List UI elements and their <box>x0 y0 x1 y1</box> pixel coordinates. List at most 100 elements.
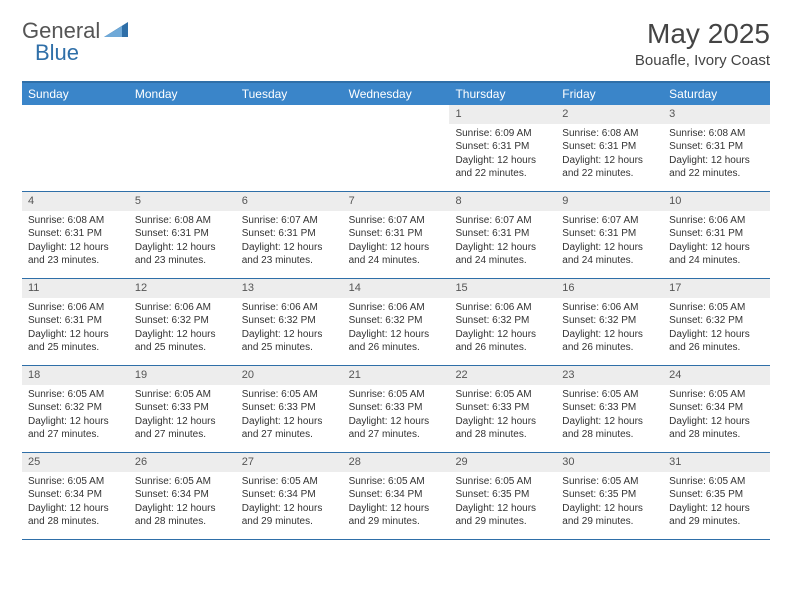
day-detail-line: Sunset: 6:32 PM <box>28 401 123 415</box>
day-details: Sunrise: 6:07 AMSunset: 6:31 PMDaylight:… <box>236 211 343 273</box>
day-number: 2 <box>556 105 663 124</box>
day-number: 3 <box>663 105 770 124</box>
day-details <box>343 109 450 117</box>
day-number: 12 <box>129 279 236 298</box>
calendar-day-cell: 17Sunrise: 6:05 AMSunset: 6:32 PMDayligh… <box>663 279 770 365</box>
day-details: Sunrise: 6:06 AMSunset: 6:32 PMDaylight:… <box>449 298 556 360</box>
day-number: 1 <box>449 105 556 124</box>
day-detail-line: Daylight: 12 hours and 22 minutes. <box>562 154 657 181</box>
day-number: 6 <box>236 192 343 211</box>
calendar-day-cell: 30 Sunrise: 6:05 AMSunset: 6:35 PMDayligh… <box>556 453 663 539</box>
day-detail-line: Daylight: 12 hours and 22 minutes. <box>669 154 764 181</box>
day-detail-line: Daylight: 12 hours and 25 minutes. <box>28 328 123 355</box>
day-detail-line: Daylight: 12 hours and 25 minutes. <box>242 328 337 355</box>
day-detail-line: Daylight: 12 hours and 24 minutes. <box>455 241 550 268</box>
calendar-day-cell <box>236 105 343 191</box>
day-detail-line: Sunset: 6:32 PM <box>562 314 657 328</box>
calendar-day-cell: 25Sunrise: 6:05 AMSunset: 6:34 PMDayligh… <box>22 453 129 539</box>
day-details: Sunrise: 6:08 AMSunset: 6:31 PMDaylight:… <box>663 124 770 186</box>
calendar-week-row: 1Sunrise: 6:09 AMSunset: 6:31 PMDaylight… <box>22 105 770 192</box>
day-number: 11 <box>22 279 129 298</box>
logo-triangle-icon <box>104 18 130 44</box>
day-details: Sunrise: 6:07 AMSunset: 6:31 PMDaylight:… <box>449 211 556 273</box>
day-number: 30 <box>556 453 663 472</box>
day-detail-line: Daylight: 12 hours and 27 minutes. <box>28 415 123 442</box>
day-details: Sunrise: 6:05 AMSunset: 6:33 PMDaylight:… <box>449 385 556 447</box>
day-detail-line: Daylight: 12 hours and 26 minutes. <box>455 328 550 355</box>
day-detail-line: Sunrise: 6:05 AM <box>562 475 657 489</box>
day-detail-line: Daylight: 12 hours and 24 minutes. <box>562 241 657 268</box>
day-detail-line: Sunset: 6:33 PM <box>135 401 230 415</box>
day-number: 25 <box>22 453 129 472</box>
day-detail-line: Sunrise: 6:07 AM <box>242 214 337 228</box>
day-detail-line: Sunset: 6:31 PM <box>242 227 337 241</box>
calendar: SundayMondayTuesdayWednesdayThursdayFrid… <box>22 81 770 540</box>
day-detail-line: Sunset: 6:35 PM <box>562 488 657 502</box>
day-details: Sunrise: 6:05 AMSunset: 6:34 PMDaylight:… <box>236 472 343 534</box>
day-details: Sunrise: 6:05 AMSunset: 6:34 PMDaylight:… <box>663 385 770 447</box>
calendar-day-cell: 22Sunrise: 6:05 AMSunset: 6:33 PMDayligh… <box>449 366 556 452</box>
day-details: Sunrise: 6:05 AMSunset: 6:32 PMDaylight:… <box>663 298 770 360</box>
day-detail-line: Daylight: 12 hours and 27 minutes. <box>349 415 444 442</box>
day-detail-line: Sunset: 6:33 PM <box>562 401 657 415</box>
day-details: Sunrise: 6:08 AMSunset: 6:31 PMDaylight:… <box>556 124 663 186</box>
calendar-day-cell <box>129 105 236 191</box>
day-number: 16 <box>556 279 663 298</box>
logo-text-blue: Blue <box>35 40 79 66</box>
calendar-day-cell: 12Sunrise: 6:06 AMSunset: 6:32 PMDayligh… <box>129 279 236 365</box>
day-details: Sunrise: 6:05 AMSunset: 6:33 PMDaylight:… <box>236 385 343 447</box>
day-number: 27 <box>236 453 343 472</box>
day-detail-line: Sunset: 6:31 PM <box>28 314 123 328</box>
day-detail-line: Sunrise: 6:05 AM <box>242 475 337 489</box>
day-number: 31 <box>663 453 770 472</box>
day-detail-line: Daylight: 12 hours and 29 minutes. <box>562 502 657 529</box>
calendar-day-cell: 29Sunrise: 6:05 AMSunset: 6:35 PMDayligh… <box>449 453 556 539</box>
calendar-day-cell: 11Sunrise: 6:06 AMSunset: 6:31 PMDayligh… <box>22 279 129 365</box>
day-detail-line: Sunrise: 6:05 AM <box>242 388 337 402</box>
day-details: Sunrise: 6:09 AMSunset: 6:31 PMDaylight:… <box>449 124 556 186</box>
day-detail-line: Daylight: 12 hours and 28 minutes. <box>669 415 764 442</box>
calendar-day-cell <box>343 105 450 191</box>
day-detail-line: Daylight: 12 hours and 29 minutes. <box>455 502 550 529</box>
day-number: 15 <box>449 279 556 298</box>
day-details: Sunrise: 6:07 AMSunset: 6:31 PMDaylight:… <box>343 211 450 273</box>
day-detail-line: Sunrise: 6:09 AM <box>455 127 550 141</box>
day-detail-line: Sunset: 6:31 PM <box>455 227 550 241</box>
header: General May 2025 Bouafle, Ivory Coast <box>22 18 770 69</box>
day-detail-line: Sunrise: 6:05 AM <box>669 475 764 489</box>
day-detail-line: Daylight: 12 hours and 28 minutes. <box>28 502 123 529</box>
calendar-day-cell: 20Sunrise: 6:05 AMSunset: 6:33 PMDayligh… <box>236 366 343 452</box>
day-number: 18 <box>22 366 129 385</box>
day-detail-line: Sunrise: 6:05 AM <box>349 475 444 489</box>
calendar-day-cell: 7Sunrise: 6:07 AMSunset: 6:31 PMDaylight… <box>343 192 450 278</box>
day-detail-line: Sunrise: 6:07 AM <box>562 214 657 228</box>
calendar-day-cell: 13Sunrise: 6:06 AMSunset: 6:32 PMDayligh… <box>236 279 343 365</box>
day-detail-line: Sunset: 6:31 PM <box>28 227 123 241</box>
day-detail-line: Sunset: 6:33 PM <box>242 401 337 415</box>
day-detail-line: Daylight: 12 hours and 24 minutes. <box>349 241 444 268</box>
day-detail-line: Sunset: 6:34 PM <box>242 488 337 502</box>
day-detail-line: Daylight: 12 hours and 27 minutes. <box>242 415 337 442</box>
day-detail-line: Sunset: 6:35 PM <box>455 488 550 502</box>
day-details: Sunrise: 6:06 AMSunset: 6:31 PMDaylight:… <box>22 298 129 360</box>
day-detail-line: Sunrise: 6:05 AM <box>28 388 123 402</box>
day-details: Sunrise: 6:05 AMSunset: 6:34 PMDaylight:… <box>22 472 129 534</box>
calendar-week-row: 25Sunrise: 6:05 AMSunset: 6:34 PMDayligh… <box>22 453 770 540</box>
weekday-header: Tuesday <box>236 83 343 105</box>
day-detail-line: Sunset: 6:32 PM <box>455 314 550 328</box>
calendar-day-cell: 16Sunrise: 6:06 AMSunset: 6:32 PMDayligh… <box>556 279 663 365</box>
day-detail-line: Sunset: 6:32 PM <box>669 314 764 328</box>
day-number: 10 <box>663 192 770 211</box>
day-detail-line: Sunrise: 6:06 AM <box>562 301 657 315</box>
weekday-header-row: SundayMondayTuesdayWednesdayThursdayFrid… <box>22 83 770 105</box>
title-block: May 2025 Bouafle, Ivory Coast <box>635 18 770 69</box>
weekday-header: Friday <box>556 83 663 105</box>
day-number: 28 <box>343 453 450 472</box>
weekday-header: Saturday <box>663 83 770 105</box>
day-detail-line: Sunset: 6:34 PM <box>349 488 444 502</box>
day-detail-line: Sunrise: 6:05 AM <box>455 475 550 489</box>
day-number: 20 <box>236 366 343 385</box>
day-detail-line: Sunrise: 6:06 AM <box>242 301 337 315</box>
day-details: Sunrise: 6:06 AMSunset: 6:32 PMDaylight:… <box>556 298 663 360</box>
day-detail-line: Daylight: 12 hours and 26 minutes. <box>562 328 657 355</box>
